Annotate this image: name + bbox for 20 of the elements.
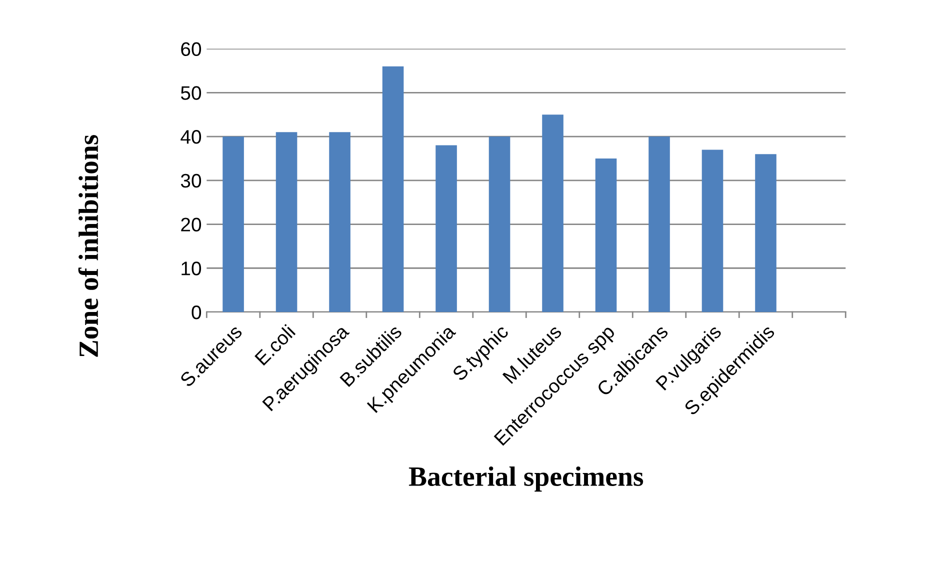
y-tick-label: 40: [180, 130, 202, 144]
y-tick-label: 60: [181, 42, 202, 56]
bar: [436, 145, 457, 312]
y-tick-label: 0: [192, 305, 202, 320]
bar: [276, 132, 298, 312]
bar: [488, 136, 510, 312]
bar: [329, 132, 350, 312]
y-axis-title: Zone of inhibitions: [78, 134, 98, 357]
bar: [755, 154, 776, 312]
y-tick-label: 10: [182, 262, 202, 276]
bar: [542, 114, 564, 312]
y-tick-label: 30: [180, 174, 202, 188]
bar: [702, 150, 724, 312]
bar: [222, 136, 244, 312]
bar: [595, 158, 617, 312]
bar: [648, 136, 670, 312]
x-axis-title: Bacterial specimens: [408, 466, 644, 492]
y-tick-label: 50: [180, 86, 202, 100]
y-tick-label: 20: [181, 218, 202, 232]
bar: [382, 66, 404, 312]
